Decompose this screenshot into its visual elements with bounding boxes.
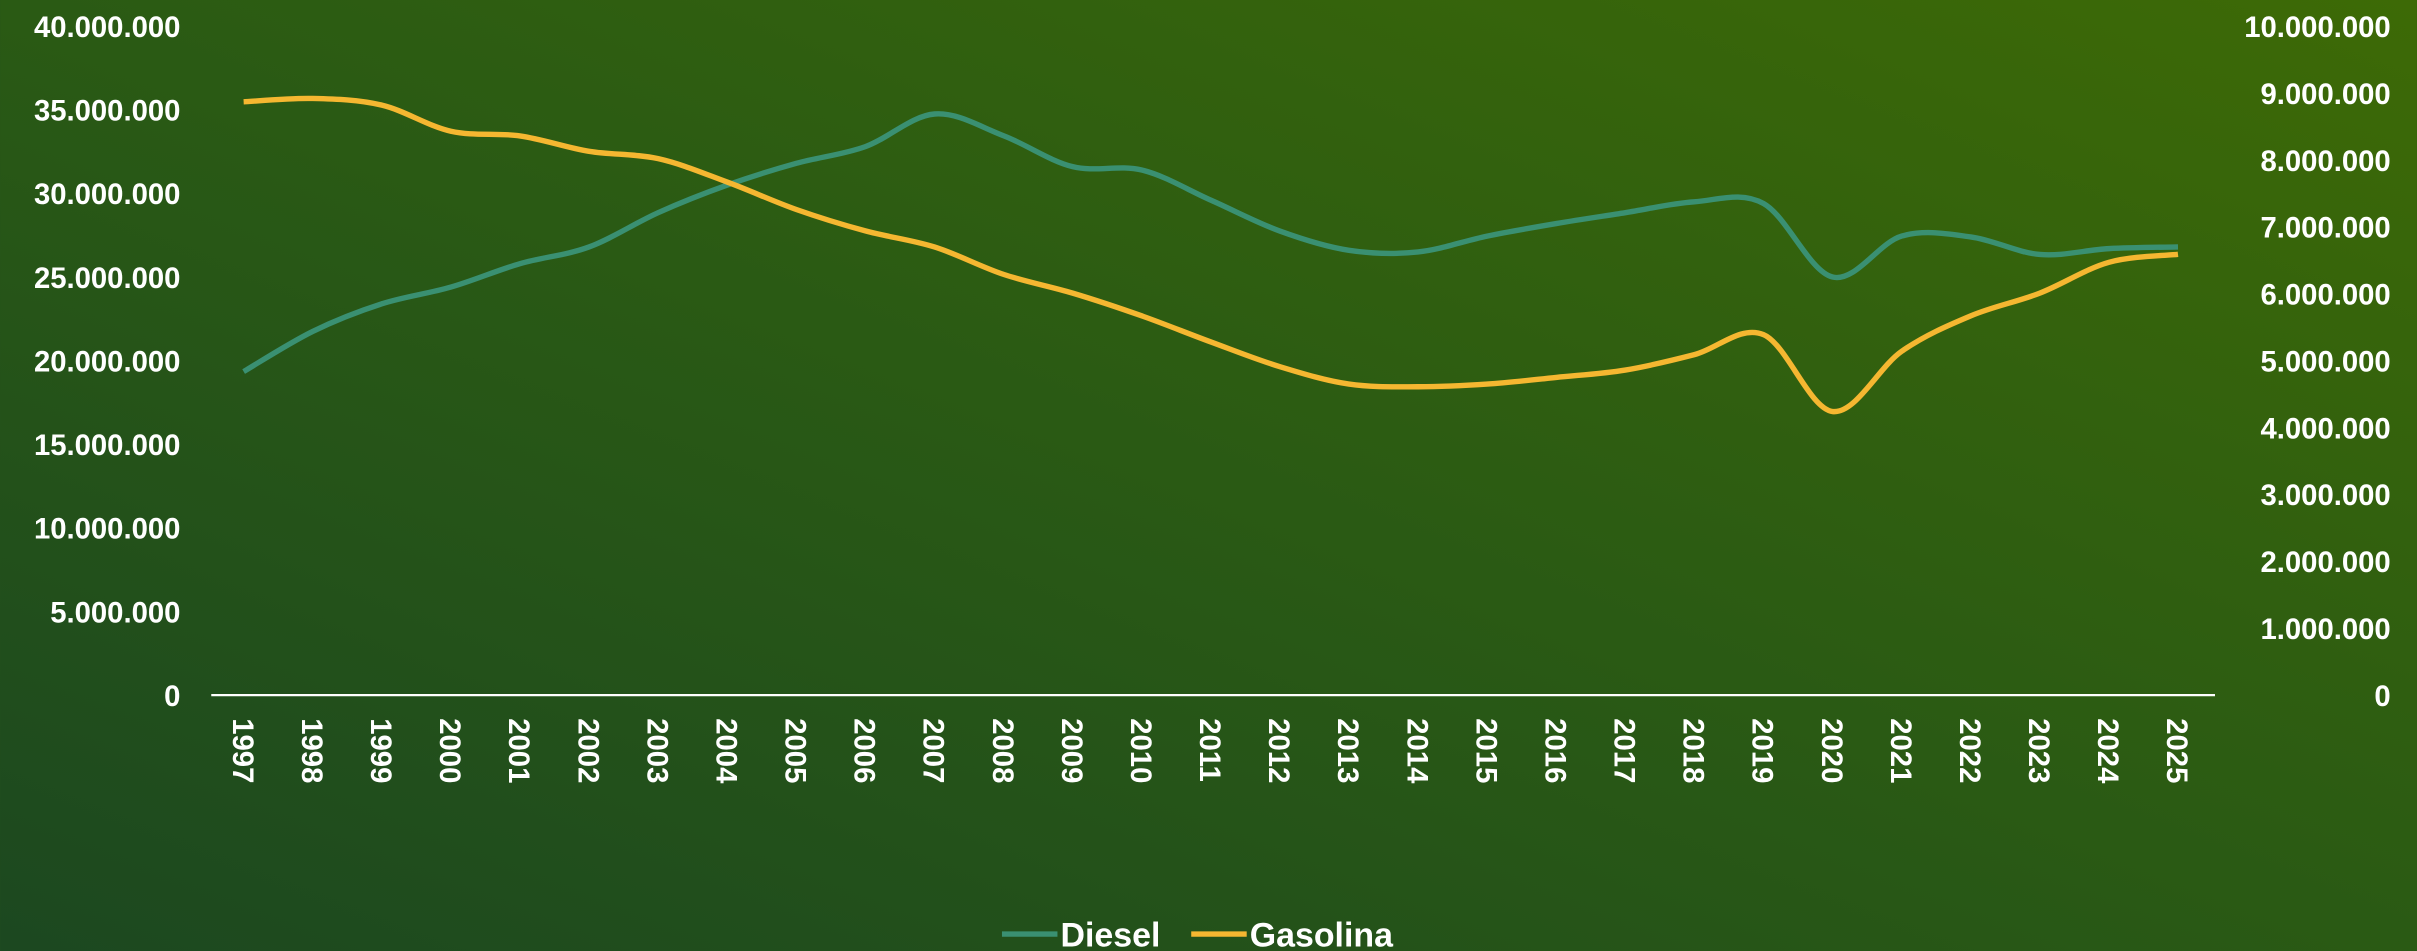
y2-tick-label: 1.000.000 — [2260, 613, 2390, 646]
y-tick-label: 35.000.000 — [34, 95, 180, 128]
y2-tick-label: 10.000.000 — [2244, 11, 2390, 44]
y-tick-label: 10.000.000 — [34, 513, 180, 546]
x-tick-label: 1999 — [364, 718, 397, 783]
y-tick-label: 15.000.000 — [34, 429, 180, 462]
y-tick-label: 25.000.000 — [34, 262, 180, 295]
x-tick-label: 2001 — [502, 718, 535, 783]
x-tick-label: 2017 — [1608, 718, 1641, 783]
x-tick-label: 2003 — [640, 718, 673, 783]
x-tick-label: 2009 — [1055, 718, 1088, 783]
legend-label: Diesel — [1061, 916, 1161, 951]
y2-tick-label: 2.000.000 — [2260, 546, 2390, 579]
y2-tick-label: 3.000.000 — [2260, 479, 2390, 512]
y2-tick-label: 7.000.000 — [2260, 212, 2390, 245]
y2-tick-label: 6.000.000 — [2260, 279, 2390, 312]
x-tick-label: 2016 — [1538, 718, 1571, 783]
y-tick-label: 40.000.000 — [34, 11, 180, 44]
x-tick-label: 2015 — [1469, 718, 1502, 783]
x-tick-label: 2013 — [1331, 718, 1364, 783]
y2-tick-label: 0 — [2374, 680, 2390, 713]
x-tick-label: 2002 — [571, 718, 604, 783]
y2-tick-label: 4.000.000 — [2260, 412, 2390, 445]
x-tick-label: 2024 — [2091, 718, 2124, 784]
x-tick-label: 2010 — [1124, 718, 1157, 783]
background — [0, 0, 2417, 951]
x-tick-label: 2007 — [917, 718, 950, 783]
x-tick-label: 1998 — [295, 718, 328, 783]
x-tick-label: 2006 — [848, 718, 881, 783]
y-tick-label: 20.000.000 — [34, 345, 180, 378]
x-tick-label: 1997 — [226, 718, 259, 783]
x-tick-label: 2018 — [1677, 718, 1710, 783]
legend-label: Gasolina — [1250, 916, 1394, 951]
y-tick-label: 0 — [164, 680, 180, 713]
x-tick-label: 2005 — [779, 718, 812, 783]
page: {"chart_data": {"type": "line", "x": ["1… — [0, 0, 2417, 951]
chart: 0 5.000.000 10.000.000 15.000.000 20.000.000… — [0, 0, 2417, 951]
x-tick-label: 2008 — [986, 718, 1019, 783]
y2-tick-label: 5.000.000 — [2260, 345, 2390, 378]
x-tick-label: 2012 — [1262, 718, 1295, 783]
y-tick-label: 30.000.000 — [34, 178, 180, 211]
x-tick-label: 2004 — [709, 718, 742, 784]
x-tick-label: 2000 — [433, 718, 466, 783]
x-tick-label: 2022 — [1953, 718, 1986, 783]
y-tick-label: 5.000.000 — [50, 596, 180, 629]
x-tick-label: 2019 — [1746, 718, 1779, 783]
x-tick-label: 2014 — [1400, 718, 1433, 784]
x-tick-label: 2023 — [2022, 718, 2055, 783]
x-tick-label: 2020 — [1815, 718, 1848, 783]
x-tick-label: 2025 — [2160, 718, 2193, 783]
x-tick-label: 2011 — [1193, 718, 1226, 782]
y2-tick-label: 8.000.000 — [2260, 145, 2390, 178]
y2-tick-label: 9.000.000 — [2260, 78, 2390, 111]
x-tick-label: 2021 — [1884, 718, 1917, 783]
